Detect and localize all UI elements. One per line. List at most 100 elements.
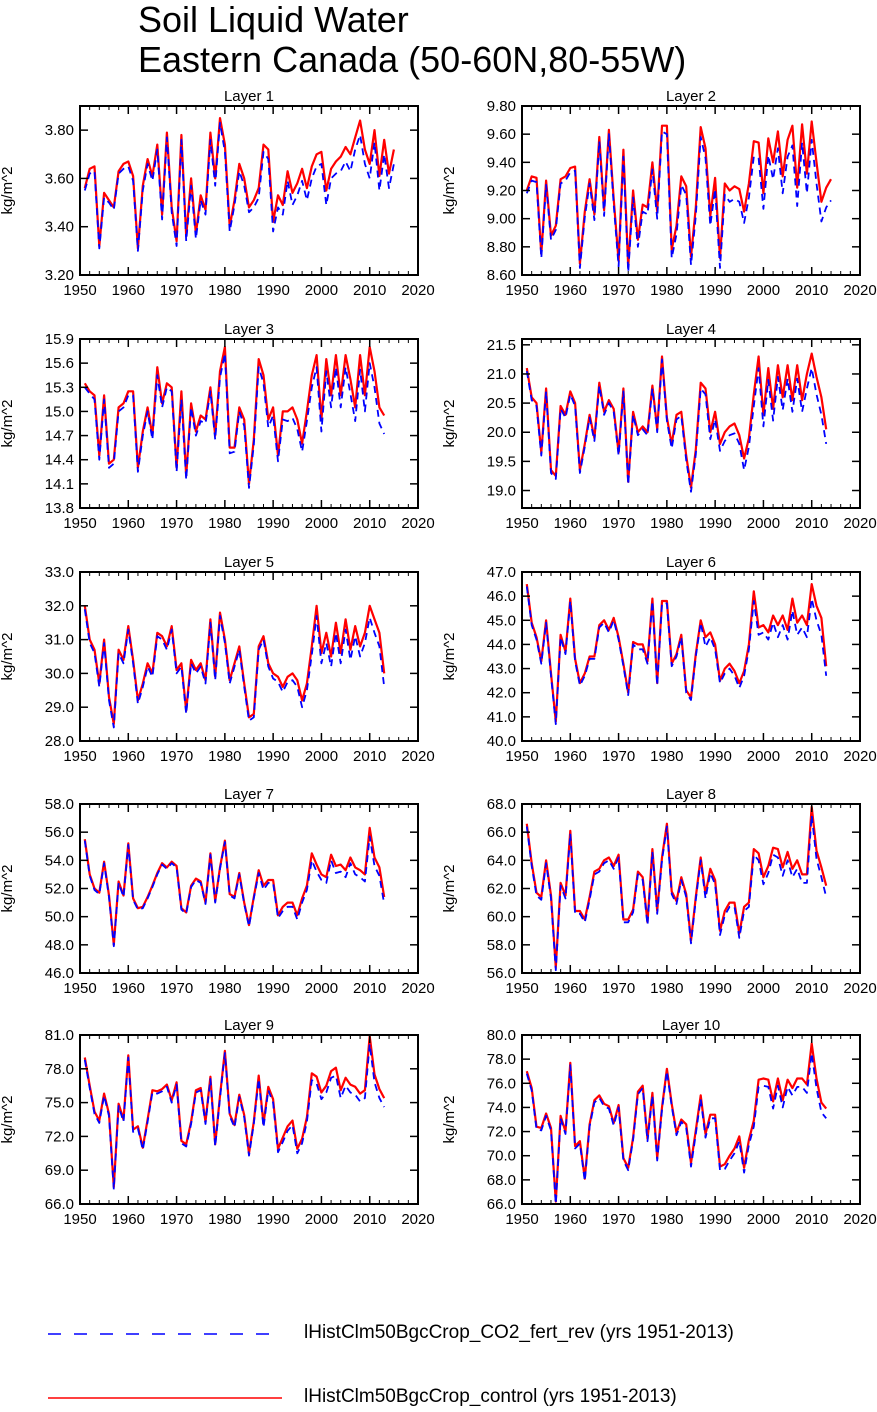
x-tick-label: 1950 <box>63 515 96 532</box>
x-tick-label: 2000 <box>747 1211 780 1228</box>
y-tick-label: 15.9 <box>45 331 74 348</box>
y-tick-label: 69.0 <box>45 1162 74 1179</box>
chart-panel-2: 1950 1960 1970 1980 1990 2000 2010 2020 8.60 8.80… <box>441 88 877 299</box>
chart-panel-8: 1950 1960 1970 1980 1990 2000 2010 2020 56.0 58.0… <box>441 786 877 997</box>
y-tick-label: 9.20 <box>487 183 516 200</box>
y-tick-label: 8.80 <box>487 239 516 256</box>
y-tick-label: 76.0 <box>487 1075 516 1092</box>
x-tick-label: 1950 <box>63 1211 96 1228</box>
y-tick-label: 9.60 <box>487 126 516 143</box>
x-tick-label: 2010 <box>353 1211 386 1228</box>
chart-title: Layer 1 <box>224 88 274 105</box>
y-tick-label: 3.60 <box>45 170 74 187</box>
y-tick-label: 15.6 <box>45 355 74 372</box>
y-tick-label: 50.0 <box>45 909 74 926</box>
y-tick-label: 29.0 <box>45 699 74 716</box>
x-tick-label: 1980 <box>650 980 683 997</box>
series-line-control <box>525 1042 828 1203</box>
y-tick-label: 74.0 <box>487 1099 516 1116</box>
chart-panel-6: 1950 1960 1970 1980 1990 2000 2010 2020 40.0 41.0… <box>441 554 877 765</box>
x-tick-label: 2000 <box>305 515 338 532</box>
y-tick-label: 80.0 <box>487 1027 516 1044</box>
chart-panel-3: 1950 1960 1970 1980 1990 2000 2010 2020 13.8 14.1… <box>0 321 435 532</box>
legend-label-control: lHistClm50BgcCrop_control (yrs 1951-2013… <box>304 1386 677 1407</box>
chart-title: Layer 5 <box>224 554 274 571</box>
chart-panel-7: 1950 1960 1970 1980 1990 2000 2010 2020 46.0 48.0… <box>0 786 435 997</box>
y-tick-label: 20.5 <box>487 395 516 412</box>
x-tick-label: 1970 <box>602 1211 635 1228</box>
y-tick-label: 58.0 <box>487 937 516 954</box>
x-tick-label: 2000 <box>747 980 780 997</box>
x-tick-label: 2010 <box>353 515 386 532</box>
x-tick-label: 2020 <box>401 980 434 997</box>
series-line-co2-fert-rev <box>83 609 386 729</box>
chart-title: Layer 9 <box>224 1017 274 1034</box>
title-line-1: Soil Liquid Water <box>138 0 409 40</box>
y-axis-label: kg/m^2 <box>441 400 458 448</box>
x-tick-label: 2010 <box>353 748 386 765</box>
y-tick-label: 9.00 <box>487 211 516 228</box>
x-tick-label: 1950 <box>63 748 96 765</box>
y-tick-label: 21.5 <box>487 337 516 354</box>
y-tick-label: 66.0 <box>487 824 516 841</box>
y-tick-label: 46.0 <box>487 588 516 605</box>
x-tick-label: 1990 <box>698 1211 731 1228</box>
plot-frame <box>79 571 419 742</box>
y-axis-label: kg/m^2 <box>0 633 16 681</box>
x-tick-label: 1960 <box>112 515 145 532</box>
chart-title: Layer 10 <box>662 1017 720 1034</box>
y-tick-label: 42.0 <box>487 685 516 702</box>
x-tick-label: 1950 <box>63 980 96 997</box>
y-tick-label: 56.0 <box>487 965 516 982</box>
x-tick-label: 2000 <box>305 282 338 299</box>
y-axis-label: kg/m^2 <box>0 865 16 913</box>
chart-panel-1: 1950 1960 1970 1980 1990 2000 2010 2020 3.20 3.40… <box>0 88 435 299</box>
x-tick-label: 1990 <box>256 748 289 765</box>
y-tick-label: 14.1 <box>45 476 74 493</box>
x-tick-label: 2010 <box>795 980 828 997</box>
title-line-2: Eastern Canada (50-60N,80-55W) <box>138 39 687 80</box>
y-tick-label: 19.5 <box>487 453 516 470</box>
x-tick-label: 1950 <box>505 748 538 765</box>
x-tick-label: 1960 <box>554 748 587 765</box>
y-tick-label: 30.0 <box>45 665 74 682</box>
chart-panel-5: 1950 1960 1970 1980 1990 2000 2010 2020 28.0 29.0… <box>0 554 435 765</box>
x-tick-label: 2010 <box>795 282 828 299</box>
x-tick-label: 2020 <box>843 515 876 532</box>
x-tick-label: 1990 <box>698 980 731 997</box>
x-tick-label: 1990 <box>256 980 289 997</box>
x-tick-label: 1990 <box>698 282 731 299</box>
series-line-co2-fert-rev <box>84 352 386 489</box>
x-tick-label: 2000 <box>747 282 780 299</box>
x-tick-label: 2010 <box>353 282 386 299</box>
chart-title: Layer 4 <box>666 321 716 338</box>
x-tick-label: 2000 <box>747 748 780 765</box>
series-line-control <box>525 120 832 268</box>
plot-frame <box>521 1034 861 1205</box>
x-tick-label: 1970 <box>602 515 635 532</box>
x-tick-label: 1990 <box>256 1211 289 1228</box>
chart-panel-10: 1950 1960 1970 1980 1990 2000 2010 2020 66.0 68.0… <box>441 1017 877 1228</box>
y-tick-label: 3.40 <box>45 219 74 236</box>
y-tick-label: 45.0 <box>487 612 516 629</box>
y-tick-label: 48.0 <box>45 937 74 954</box>
series-line-co2-fert-rev <box>525 1052 827 1204</box>
figure-title: Soil Liquid Water Eastern Canada (50-60N… <box>138 0 686 80</box>
y-tick-label: 8.60 <box>487 267 516 284</box>
plot-frame <box>79 1034 419 1205</box>
series-line-co2-fert-rev <box>83 835 386 948</box>
x-tick-label: 1990 <box>698 748 731 765</box>
x-tick-label: 1960 <box>112 1211 145 1228</box>
y-tick-label: 64.0 <box>487 852 516 869</box>
x-tick-label: 1970 <box>160 980 193 997</box>
x-tick-label: 1950 <box>63 282 96 299</box>
x-tick-label: 1980 <box>208 515 241 532</box>
chart-title: Layer 7 <box>224 786 274 803</box>
y-tick-label: 21.0 <box>487 366 516 383</box>
chart-title: Layer 2 <box>666 88 716 105</box>
x-tick-label: 2010 <box>795 515 828 532</box>
chart-title: Layer 8 <box>666 786 716 803</box>
x-tick-label: 1980 <box>650 1211 683 1228</box>
x-tick-label: 1970 <box>160 282 193 299</box>
x-tick-label: 1980 <box>208 748 241 765</box>
